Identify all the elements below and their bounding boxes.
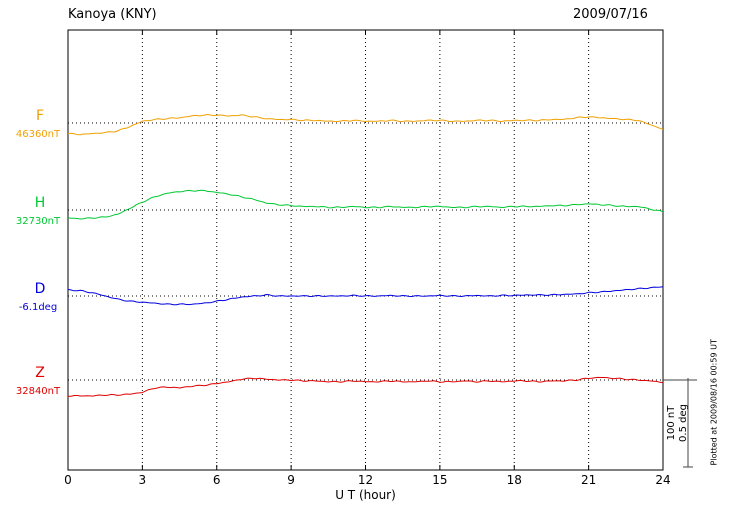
svg-text:12: 12: [358, 473, 373, 487]
plot-date: 2009/07/16: [573, 7, 648, 22]
svg-text:18: 18: [507, 473, 522, 487]
series-baseline-d: -6.1deg: [18, 302, 58, 313]
series-label-h: H: [34, 195, 46, 211]
series-baseline-h: 32730nT: [15, 216, 61, 227]
series-label-d: D: [34, 281, 46, 297]
series-baseline-f: 46360nT: [15, 129, 61, 140]
scale-deg-label: 0.5 deg: [678, 404, 689, 442]
scale-nt-label: 100 nT: [666, 405, 677, 441]
svg-text:3: 3: [139, 473, 147, 487]
scale-bar-label: 100 nT 0.5 deg: [666, 391, 690, 455]
svg-text:24: 24: [655, 473, 670, 487]
svg-text:6: 6: [213, 473, 221, 487]
series-label-z: Z: [35, 365, 45, 381]
series-label-f: F: [35, 108, 45, 124]
svg-text:9: 9: [287, 473, 295, 487]
station-title: Kanoya (KNY): [68, 7, 157, 22]
series-baseline-z: 32840nT: [15, 386, 61, 397]
svg-text:15: 15: [432, 473, 447, 487]
svg-text:21: 21: [581, 473, 596, 487]
svg-text:0: 0: [64, 473, 72, 487]
x-axis-label: U T (hour): [335, 488, 396, 502]
plotted-at-note: Plotted at 2009/08/16 00:59 UT: [709, 339, 719, 466]
